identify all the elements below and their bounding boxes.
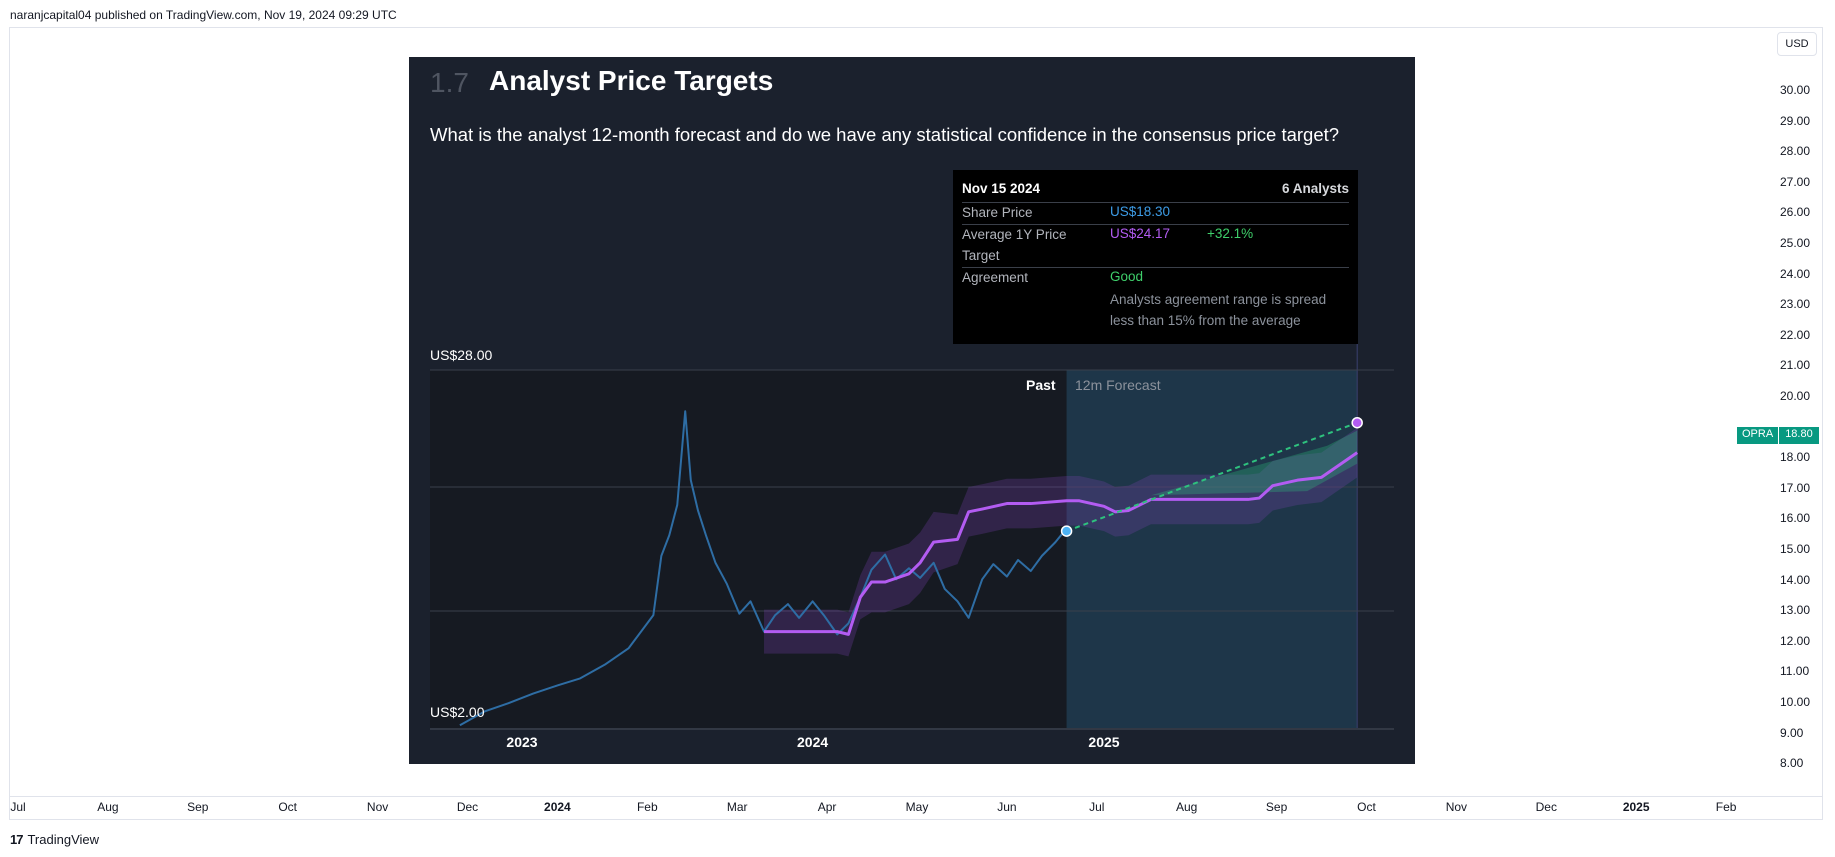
section-number: 1.7: [430, 67, 469, 98]
avg-target-change: +32.1%: [1207, 226, 1254, 241]
time-tick: Nov: [1445, 800, 1468, 814]
price-tick: 10.00: [1780, 695, 1811, 709]
price-tick: 20.00: [1780, 389, 1811, 403]
price-tick: 23.00: [1780, 297, 1811, 312]
price-tick: 17.00: [1780, 480, 1811, 495]
price-tick: 21.00: [1780, 358, 1811, 373]
price-tick: 22.00: [1780, 327, 1811, 342]
forecast-dashed-line: [1066, 421, 1358, 533]
avg-target-label-1: Average 1Y Price: [962, 227, 1067, 242]
agreement-description: Analysts agreement range is spread less …: [1110, 292, 1327, 328]
last-price-tag: OPRA 18.80: [1737, 427, 1819, 444]
price-tick: 8.00: [1780, 756, 1804, 771]
agreement-label: Agreement: [962, 270, 1029, 285]
average-target-line: [764, 451, 1359, 636]
analyst-tooltip: Nov 15 2024 6 Analysts Share Price US$18…: [953, 170, 1358, 344]
section-title: Analyst Price Targets: [489, 65, 774, 96]
last-price-symbol: OPRA: [1737, 427, 1780, 444]
time-tick: Feb: [1715, 800, 1737, 814]
time-tick: Dec: [1535, 800, 1557, 814]
time-tick: Mar: [726, 800, 748, 814]
time-tick: Nov: [366, 800, 389, 814]
target-price-marker: [1351, 416, 1363, 429]
time-tick: Aug: [97, 800, 119, 814]
tooltip-analyst-count: 6 Analysts: [1281, 181, 1349, 196]
y-label-bottom: US$2.00: [430, 704, 485, 720]
time-tick: Aug: [1176, 800, 1198, 814]
price-tick: 11.00: [1780, 664, 1810, 679]
time-tick: 2025: [1622, 800, 1650, 814]
time-tick: Sep: [187, 800, 209, 814]
publisher-line: naranjcapital04 published on TradingView…: [10, 8, 397, 22]
tooltip-date: Nov 15 2024: [962, 181, 1041, 196]
y-label-top: US$28.00: [430, 347, 493, 363]
agreement-value: Good: [1110, 269, 1144, 284]
currency-button[interactable]: USD: [1777, 32, 1817, 56]
last-price-value: 18.80: [1779, 427, 1819, 444]
price-tick: 13.00: [1780, 603, 1811, 618]
time-tick: Jul: [1089, 800, 1105, 814]
past-region: [430, 370, 1067, 728]
price-tick: 9.00: [1780, 725, 1804, 740]
time-tick: Jul: [10, 800, 26, 814]
time-tick: Oct: [1357, 800, 1376, 814]
time-tick: May: [905, 800, 929, 814]
time-tick: 2024: [544, 800, 571, 814]
x-tick-label: 2024: [797, 734, 829, 750]
price-tick: 26.00: [1780, 205, 1811, 220]
time-tick: Feb: [636, 800, 658, 814]
time-tick: Apr: [817, 800, 837, 814]
time-axis-divider: [9, 796, 1823, 797]
share-price-label: Share Price: [962, 205, 1033, 220]
tradingview-logo-text: TradingView: [27, 832, 100, 847]
time-tick: Oct: [278, 800, 298, 814]
price-tick: 24.00: [1780, 266, 1811, 281]
time-tick: Dec: [456, 800, 479, 814]
price-tick: 28.00: [1780, 144, 1811, 159]
avg-target-value: US$24.17: [1110, 226, 1171, 241]
share-price-line: [459, 410, 1068, 727]
time-tick: Sep: [1265, 800, 1288, 814]
price-tick: 18.00: [1780, 450, 1811, 465]
time-tick: Jun: [997, 800, 1017, 814]
price-tick: 25.00: [1780, 236, 1811, 250]
target-range-band: [764, 427, 1358, 657]
past-label: Past: [1026, 377, 1056, 393]
price-target-plot: [430, 342, 1394, 730]
tradingview-logo-icon: 17: [10, 832, 24, 847]
price-tick: 30.00: [1780, 83, 1811, 97]
tradingview-footer[interactable]: 17 TradingView: [10, 832, 99, 847]
price-tick: 29.00: [1780, 113, 1811, 128]
forecast-region: [1066, 370, 1358, 728]
tooltip-divider: [962, 224, 1349, 225]
tooltip-divider: [962, 267, 1349, 268]
price-tick: 16.00: [1780, 511, 1811, 526]
current-price-marker: [1060, 525, 1073, 537]
section-question: What is the analyst 12-month forecast an…: [430, 124, 1340, 145]
price-tick: 14.00: [1780, 572, 1811, 587]
price-tick: 15.00: [1780, 542, 1811, 556]
forecast-label: 12m Forecast: [1075, 377, 1161, 393]
chart-frame[interactable]: [9, 27, 1823, 820]
price-tick: 12.00: [1780, 633, 1811, 648]
analyst-panel: 1.7 Analyst Price Targets What is the an…: [409, 57, 1415, 764]
share-price-value: US$18.30: [1110, 204, 1171, 219]
x-tick-label: 2025: [1088, 734, 1120, 750]
x-tick-label: 2023: [506, 734, 538, 750]
avg-target-label-2: Target: [962, 248, 1000, 263]
publish-header: naranjcapital04 published on TradingView…: [0, 0, 1835, 27]
price-tick: 27.00: [1780, 174, 1811, 189]
tooltip-divider: [962, 202, 1349, 203]
